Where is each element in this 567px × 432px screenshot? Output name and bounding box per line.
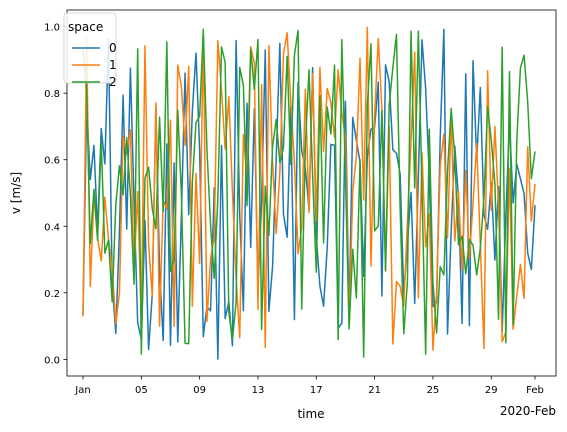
- x-tick-label: 29: [485, 385, 498, 396]
- y-axis: 0.0 0.2 0.4 0.6 0.8 1.0: [44, 23, 67, 366]
- series-line-2: [82, 28, 536, 358]
- y-tick-label: 0.2: [44, 289, 60, 300]
- x-tick-label: 25: [427, 385, 440, 396]
- x-axis-offset-label: 2020-Feb: [500, 404, 556, 418]
- series-layer: [82, 26, 536, 360]
- plot-area-frame: [66, 9, 557, 377]
- y-tick-label: 0.4: [44, 222, 60, 233]
- y-tick-label: 0.8: [44, 89, 60, 100]
- x-tick-label: 05: [135, 385, 148, 396]
- y-tick-label: 0.0: [44, 355, 60, 366]
- legend-label-2: 2: [109, 75, 117, 89]
- series-line-1: [82, 26, 536, 351]
- x-axis: Jan 05 09 13 17 21 25 29 Feb: [74, 376, 544, 396]
- legend-label-1: 1: [109, 58, 117, 72]
- x-tick-label: 13: [252, 385, 265, 396]
- y-tick-label: 1.0: [44, 23, 60, 34]
- x-tick-label: 17: [310, 385, 323, 396]
- legend-title: space: [68, 20, 103, 34]
- y-tick-label: 0.6: [44, 156, 60, 167]
- x-tick-label: Feb: [526, 385, 544, 396]
- x-tick-label: Jan: [74, 385, 90, 396]
- x-axis-label: time: [297, 407, 324, 421]
- legend-label-0: 0: [109, 41, 117, 55]
- x-tick-label: 09: [193, 385, 206, 396]
- y-axis-label: v [m/s]: [9, 172, 23, 214]
- legend: space 0 1 2: [63, 12, 117, 89]
- x-tick-label: 21: [368, 385, 381, 396]
